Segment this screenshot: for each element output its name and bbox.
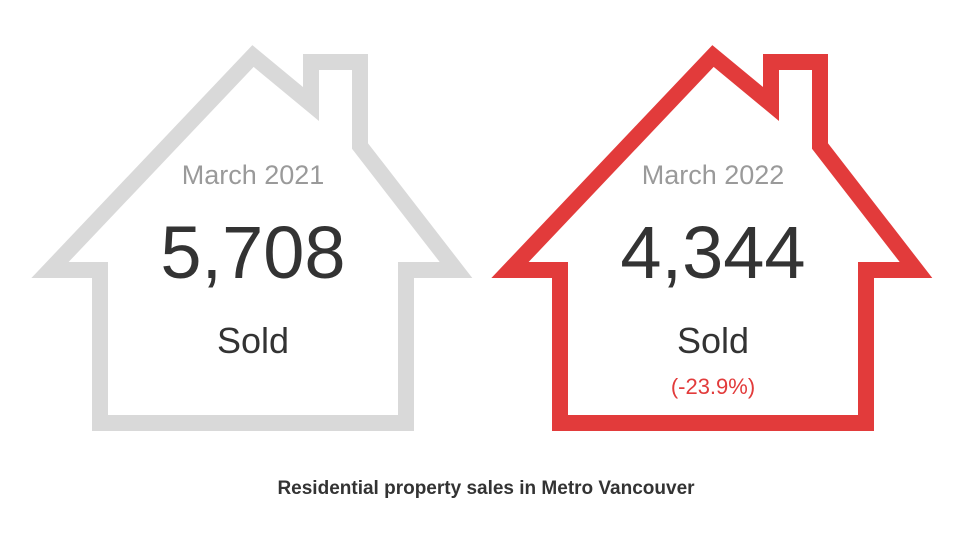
house-march-2022: March 2022 4,344 Sold (-23.9%)	[491, 44, 933, 431]
period-label: March 2021	[181, 160, 325, 190]
sold-count: 4,344	[620, 211, 806, 294]
house-outline-2021	[31, 45, 473, 431]
percent-change: (-23.9%)	[670, 374, 756, 399]
house-outline-2022	[491, 45, 933, 431]
sold-label: Sold	[676, 320, 750, 361]
period-label: March 2022	[641, 160, 785, 190]
house-outline-path	[491, 45, 933, 431]
house-outline-path	[31, 45, 473, 431]
caption: Residential property sales in Metro Vanc…	[277, 478, 695, 499]
sold-count: 5,708	[160, 211, 346, 294]
sold-label: Sold	[216, 320, 290, 361]
house-march-2021: March 2021 5,708 Sold	[31, 44, 473, 431]
